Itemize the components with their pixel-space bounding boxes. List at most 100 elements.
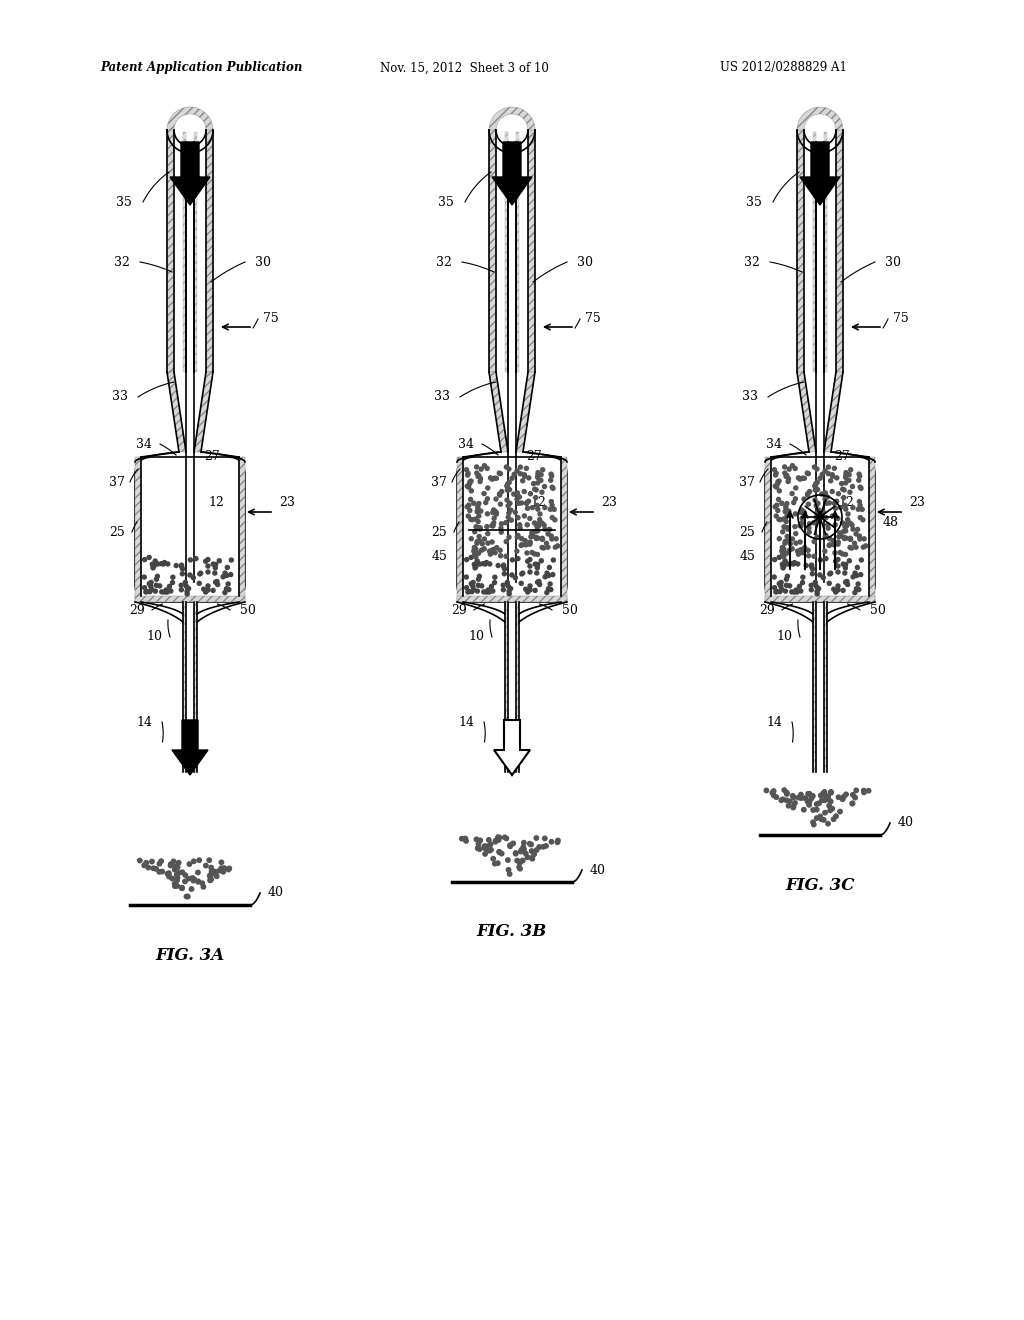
Circle shape bbox=[184, 585, 188, 589]
Circle shape bbox=[798, 524, 802, 528]
Circle shape bbox=[844, 566, 847, 570]
Circle shape bbox=[505, 498, 509, 502]
Circle shape bbox=[844, 471, 848, 475]
Circle shape bbox=[837, 795, 841, 800]
Circle shape bbox=[813, 581, 817, 585]
Circle shape bbox=[214, 562, 218, 566]
Circle shape bbox=[522, 473, 526, 477]
Circle shape bbox=[182, 879, 187, 883]
Circle shape bbox=[802, 512, 806, 516]
Circle shape bbox=[482, 546, 486, 550]
Circle shape bbox=[794, 541, 798, 545]
Circle shape bbox=[535, 836, 539, 841]
Circle shape bbox=[813, 484, 817, 488]
Circle shape bbox=[201, 884, 206, 888]
Circle shape bbox=[206, 557, 210, 561]
Circle shape bbox=[476, 525, 480, 529]
Circle shape bbox=[827, 537, 831, 541]
Circle shape bbox=[485, 466, 489, 470]
Circle shape bbox=[223, 572, 227, 576]
Circle shape bbox=[802, 498, 806, 502]
Circle shape bbox=[460, 837, 464, 841]
Circle shape bbox=[531, 482, 536, 486]
Text: 75: 75 bbox=[263, 313, 279, 326]
Circle shape bbox=[185, 895, 190, 899]
Circle shape bbox=[844, 536, 848, 540]
Text: FIG. 3C: FIG. 3C bbox=[785, 876, 855, 894]
Circle shape bbox=[523, 851, 528, 855]
Circle shape bbox=[818, 814, 822, 818]
Circle shape bbox=[842, 536, 846, 540]
Text: FIG. 3B: FIG. 3B bbox=[477, 924, 547, 940]
Circle shape bbox=[790, 561, 794, 566]
Text: 29: 29 bbox=[452, 603, 467, 616]
Circle shape bbox=[159, 859, 164, 863]
Text: 32: 32 bbox=[114, 256, 130, 268]
Circle shape bbox=[499, 502, 503, 506]
Circle shape bbox=[841, 487, 845, 491]
Polygon shape bbox=[489, 372, 508, 451]
Circle shape bbox=[180, 886, 184, 890]
Circle shape bbox=[796, 549, 800, 553]
Circle shape bbox=[771, 789, 776, 793]
Circle shape bbox=[171, 859, 176, 863]
Circle shape bbox=[784, 474, 788, 478]
Circle shape bbox=[772, 576, 776, 579]
Circle shape bbox=[859, 573, 863, 577]
Circle shape bbox=[843, 536, 846, 540]
Circle shape bbox=[179, 564, 183, 568]
Circle shape bbox=[814, 515, 818, 519]
Circle shape bbox=[510, 573, 514, 577]
Circle shape bbox=[471, 585, 475, 589]
Circle shape bbox=[794, 496, 798, 500]
Circle shape bbox=[486, 838, 490, 842]
Circle shape bbox=[842, 488, 846, 492]
Circle shape bbox=[532, 521, 537, 525]
Circle shape bbox=[791, 463, 795, 467]
Circle shape bbox=[795, 590, 799, 594]
Circle shape bbox=[811, 568, 814, 572]
Text: 50: 50 bbox=[240, 603, 256, 616]
Circle shape bbox=[520, 537, 523, 541]
Bar bbox=[813, 602, 816, 772]
Circle shape bbox=[475, 541, 479, 545]
Circle shape bbox=[492, 524, 495, 528]
Circle shape bbox=[190, 876, 196, 880]
Text: 27: 27 bbox=[204, 450, 220, 463]
Circle shape bbox=[553, 517, 557, 521]
Circle shape bbox=[539, 473, 543, 477]
Circle shape bbox=[507, 467, 511, 471]
Circle shape bbox=[807, 531, 811, 535]
Circle shape bbox=[493, 516, 497, 520]
Circle shape bbox=[213, 566, 217, 570]
Circle shape bbox=[146, 866, 151, 870]
Circle shape bbox=[478, 527, 482, 531]
Circle shape bbox=[179, 587, 183, 591]
Circle shape bbox=[522, 474, 526, 478]
Circle shape bbox=[490, 589, 495, 593]
Circle shape bbox=[783, 558, 787, 564]
Circle shape bbox=[792, 804, 796, 809]
Circle shape bbox=[828, 479, 833, 483]
Circle shape bbox=[834, 814, 839, 818]
Circle shape bbox=[839, 533, 843, 537]
Text: 23: 23 bbox=[909, 495, 925, 508]
Circle shape bbox=[504, 520, 508, 525]
Circle shape bbox=[500, 531, 503, 535]
Circle shape bbox=[466, 471, 470, 475]
Circle shape bbox=[191, 878, 196, 883]
Circle shape bbox=[509, 508, 513, 512]
Circle shape bbox=[775, 590, 779, 594]
Circle shape bbox=[854, 545, 858, 549]
Circle shape bbox=[191, 576, 196, 579]
Circle shape bbox=[484, 847, 488, 851]
Circle shape bbox=[823, 491, 827, 495]
Circle shape bbox=[539, 478, 543, 482]
Text: 14: 14 bbox=[458, 715, 474, 729]
Circle shape bbox=[853, 590, 857, 594]
Circle shape bbox=[154, 867, 159, 871]
Circle shape bbox=[540, 490, 544, 494]
Circle shape bbox=[147, 556, 152, 560]
Circle shape bbox=[171, 576, 175, 579]
Circle shape bbox=[546, 532, 550, 536]
